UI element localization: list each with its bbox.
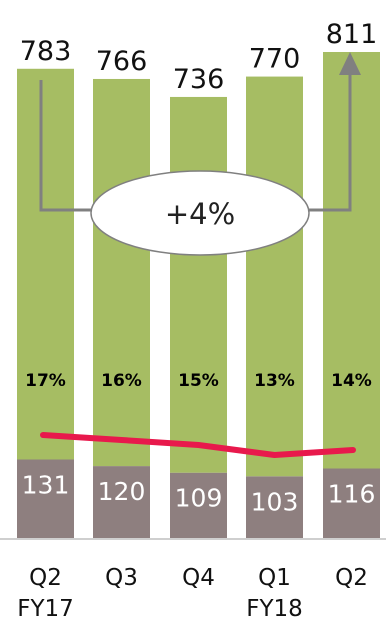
bar-segment-lower <box>246 476 303 538</box>
percentage-label: 15% <box>178 371 219 391</box>
bar-segment-lower <box>323 468 380 538</box>
total-value-label: 783 <box>20 36 72 67</box>
x-tick-label: Q3 <box>105 565 138 591</box>
percentage-label: 14% <box>331 371 372 391</box>
share-line-layer <box>40 432 356 458</box>
growth-ellipse <box>90 170 310 256</box>
share-line <box>40 432 356 458</box>
x-tick-label: Q2 <box>29 565 62 591</box>
total-value-label: 736 <box>173 64 225 95</box>
bar-segment-upper <box>93 78 150 467</box>
bars <box>17 52 380 538</box>
x-tick-label: Q4 <box>182 565 215 591</box>
total-value-label: 766 <box>96 46 148 77</box>
percentage-label: 17% <box>25 371 66 391</box>
bar-segment-upper <box>170 96 227 473</box>
segment-value-label: 103 <box>251 487 299 516</box>
bar-segment-upper <box>246 76 303 477</box>
growth-arrowhead <box>339 52 361 75</box>
percentage-label: 16% <box>101 371 142 391</box>
growth-arrow-left-path <box>39 80 100 212</box>
bar-segment-lower <box>17 459 74 538</box>
segment-value-label: 116 <box>328 479 376 508</box>
x-tick-label: Q1 <box>258 565 291 591</box>
x-tick-label: Q2 <box>335 565 368 591</box>
x-tick-label-sub: FY17 <box>17 596 74 622</box>
total-value-label: 770 <box>249 44 301 75</box>
segment-value-label: 131 <box>22 470 70 499</box>
labels: 131 783 17% Q2 FY17 120 766 16% Q3 109 736 15% Q4 103… <box>17 19 377 622</box>
growth-label: +4% <box>165 197 235 231</box>
x-tick-label-sub: FY18 <box>246 596 303 622</box>
bar-segment-lower <box>93 466 150 538</box>
segment-value-label: 120 <box>98 477 146 506</box>
bar-segment-lower <box>170 472 227 538</box>
bar-segment-upper <box>17 68 74 460</box>
percentage-label: 13% <box>254 371 295 391</box>
total-value-label: 811 <box>326 19 378 50</box>
segment-value-label: 109 <box>175 484 223 513</box>
growth-arrow-layer: +4% <box>39 52 361 256</box>
